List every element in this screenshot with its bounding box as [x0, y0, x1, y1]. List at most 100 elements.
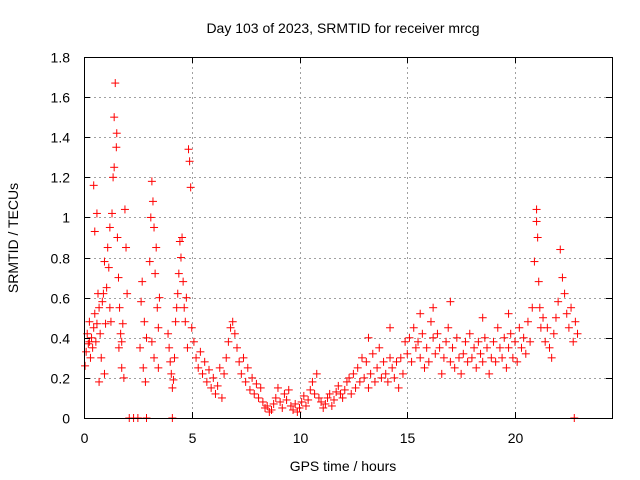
data-point	[271, 393, 280, 402]
data-point	[396, 353, 405, 362]
data-point	[175, 237, 184, 246]
data-point	[541, 337, 550, 346]
data-point	[472, 363, 481, 372]
data-point	[241, 377, 250, 386]
data-point	[267, 405, 276, 414]
x-tick-label: 5	[189, 430, 197, 446]
y-tick-labels: 0 0.2 0.4 0.6 0.8 1 1.2 1.4 1.6 1.8	[51, 50, 71, 427]
data-point	[392, 357, 401, 366]
data-point	[111, 79, 120, 88]
y-tick-label: 0.8	[51, 251, 71, 267]
data-point	[192, 353, 201, 362]
x-tick-label: 10	[293, 430, 309, 446]
data-point	[362, 357, 371, 366]
data-point	[105, 303, 114, 312]
data-point	[407, 357, 416, 366]
data-point	[256, 383, 265, 392]
data-point	[291, 399, 300, 408]
data-point	[101, 319, 110, 328]
data-point	[467, 353, 476, 362]
data-point	[186, 183, 195, 192]
data-point	[120, 205, 129, 214]
data-point	[422, 343, 431, 352]
data-point	[463, 357, 472, 366]
grid-layer	[84, 57, 612, 418]
data-point	[493, 323, 502, 332]
data-point	[528, 303, 537, 312]
data-point	[95, 303, 104, 312]
data-point	[233, 343, 242, 352]
data-point	[108, 209, 117, 218]
data-point	[110, 163, 119, 172]
data-point	[146, 213, 155, 222]
data-point	[226, 323, 235, 332]
data-point	[450, 363, 459, 372]
data-point	[551, 313, 560, 322]
data-point	[364, 383, 373, 392]
data-point	[166, 357, 175, 366]
data-point	[138, 277, 147, 286]
data-point	[150, 353, 159, 362]
data-point	[435, 343, 444, 352]
data-point	[222, 353, 231, 362]
data-point	[209, 373, 218, 382]
data-point	[394, 383, 403, 392]
data-point	[321, 399, 330, 408]
chart-title: Day 103 of 2023, SRMTID for receiver mrc…	[206, 20, 479, 36]
data-point	[533, 233, 542, 242]
data-point	[498, 353, 507, 362]
data-point	[360, 373, 369, 382]
x-tick-label: 15	[400, 430, 416, 446]
data-point	[258, 397, 267, 406]
data-point	[106, 317, 115, 326]
data-point	[117, 363, 126, 372]
data-point	[521, 349, 530, 358]
data-point	[187, 323, 196, 332]
data-point	[119, 373, 128, 382]
data-point	[461, 337, 470, 346]
data-point	[325, 389, 334, 398]
data-point	[519, 333, 528, 342]
data-point	[573, 329, 582, 338]
data-point	[485, 369, 494, 378]
data-point	[172, 303, 181, 312]
data-point	[171, 317, 180, 326]
data-point	[347, 389, 356, 398]
data-point	[147, 177, 156, 186]
data-point	[530, 257, 539, 266]
data-point	[340, 385, 349, 394]
data-point	[487, 353, 496, 362]
data-point	[200, 357, 209, 366]
data-point	[560, 289, 569, 298]
data-point	[95, 377, 104, 386]
data-point	[336, 389, 345, 398]
y-tick-label: 0.4	[51, 331, 71, 347]
y-tick-label: 1.8	[51, 50, 71, 66]
data-point	[276, 397, 285, 406]
data-point	[112, 143, 121, 152]
data-point	[87, 333, 96, 342]
data-point	[123, 289, 132, 298]
data-point	[549, 329, 558, 338]
data-point	[345, 373, 354, 382]
data-point	[459, 349, 468, 358]
data-point	[183, 343, 192, 352]
data-point	[398, 369, 407, 378]
data-point	[179, 277, 188, 286]
data-point	[141, 377, 150, 386]
data-point	[480, 333, 489, 342]
data-point	[368, 349, 377, 358]
data-point	[547, 353, 556, 362]
data-point	[349, 369, 358, 378]
y-tick-label: 0	[62, 411, 70, 427]
data-point	[286, 401, 295, 410]
data-point	[92, 209, 101, 218]
data-point	[319, 403, 328, 412]
data-point	[329, 395, 338, 404]
data-point	[506, 329, 515, 338]
data-point	[211, 389, 220, 398]
data-point	[562, 309, 571, 318]
data-point	[117, 337, 126, 346]
data-point	[569, 337, 578, 346]
data-point	[504, 309, 513, 318]
